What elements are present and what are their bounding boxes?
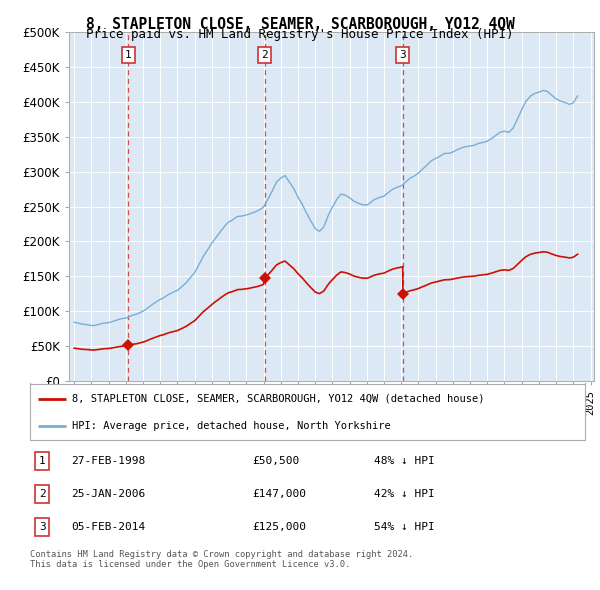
Text: 3: 3 bbox=[400, 50, 406, 60]
Text: £147,000: £147,000 bbox=[252, 489, 306, 499]
Text: 8, STAPLETON CLOSE, SEAMER, SCARBOROUGH, YO12 4QW (detached house): 8, STAPLETON CLOSE, SEAMER, SCARBOROUGH,… bbox=[71, 394, 484, 404]
Text: 2: 2 bbox=[262, 50, 268, 60]
Text: 1: 1 bbox=[125, 50, 132, 60]
Text: 27-FEB-1998: 27-FEB-1998 bbox=[71, 456, 146, 466]
Text: 3: 3 bbox=[39, 522, 46, 532]
Text: 8, STAPLETON CLOSE, SEAMER, SCARBOROUGH, YO12 4QW: 8, STAPLETON CLOSE, SEAMER, SCARBOROUGH,… bbox=[86, 17, 514, 31]
Text: £125,000: £125,000 bbox=[252, 522, 306, 532]
Text: 25-JAN-2006: 25-JAN-2006 bbox=[71, 489, 146, 499]
Text: £50,500: £50,500 bbox=[252, 456, 299, 466]
Text: Price paid vs. HM Land Registry's House Price Index (HPI): Price paid vs. HM Land Registry's House … bbox=[86, 28, 514, 41]
Text: 48% ↓ HPI: 48% ↓ HPI bbox=[374, 456, 435, 466]
Text: 1: 1 bbox=[39, 456, 46, 466]
Text: HPI: Average price, detached house, North Yorkshire: HPI: Average price, detached house, Nort… bbox=[71, 421, 391, 431]
Text: 2: 2 bbox=[39, 489, 46, 499]
Text: 54% ↓ HPI: 54% ↓ HPI bbox=[374, 522, 435, 532]
Text: 05-FEB-2014: 05-FEB-2014 bbox=[71, 522, 146, 532]
Text: Contains HM Land Registry data © Crown copyright and database right 2024.
This d: Contains HM Land Registry data © Crown c… bbox=[30, 550, 413, 569]
Text: 42% ↓ HPI: 42% ↓ HPI bbox=[374, 489, 435, 499]
